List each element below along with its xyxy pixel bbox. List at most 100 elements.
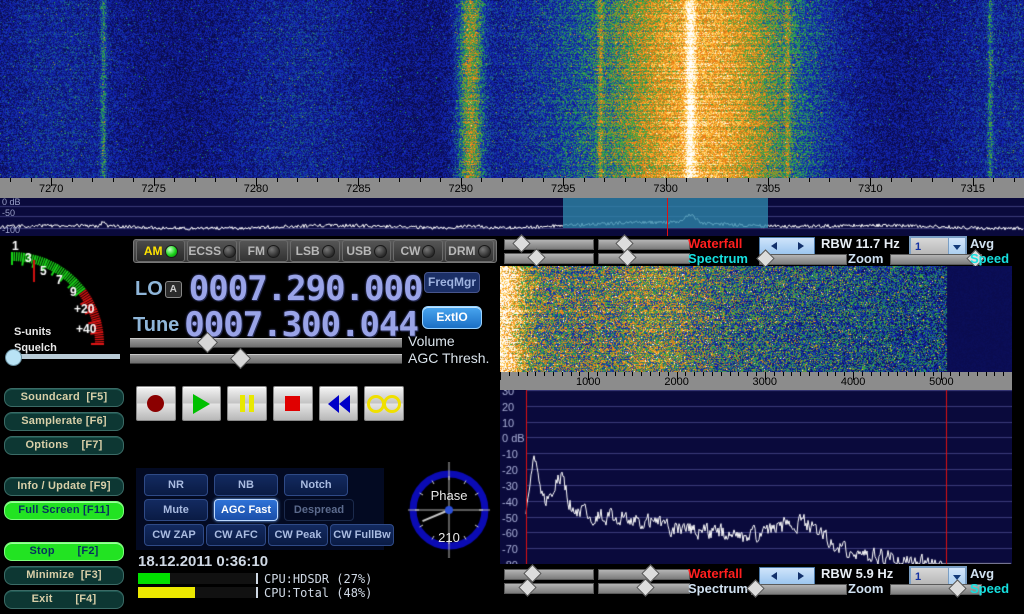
cpu-hdsdr-label: CPU:HDSDR (27%) <box>264 572 373 586</box>
squelch-slider-knob[interactable] <box>5 349 22 366</box>
audio-spectrum-contrast-slider[interactable] <box>504 578 594 597</box>
mode-label-ecss: ECSS <box>188 244 222 258</box>
passband-indicator[interactable] <box>563 198 768 228</box>
dsp-button-cw-peak[interactable]: CW Peak <box>268 524 328 546</box>
mode-led-drm <box>477 244 491 258</box>
audio-ruler-label: 4000 <box>840 376 866 388</box>
mode-button-fm[interactable]: FM <box>239 240 289 262</box>
waterfall-brightness-slider[interactable] <box>598 234 690 253</box>
stop-button[interactable] <box>273 386 313 421</box>
rf-rbw-label: RBW 11.7 Hz <box>821 236 900 251</box>
rf-db-label-top: 0 dB <box>2 198 21 207</box>
rf-avg-value: 1 <box>915 241 922 253</box>
squelch-slider[interactable] <box>5 349 120 366</box>
s-meter-caption-units: S-units <box>14 326 52 338</box>
spectrum-brightness-slider[interactable] <box>598 248 690 267</box>
audio-display-controls: Waterfall Spectrum RBW 5.9 Hz Zoom 1 Avg… <box>500 564 1024 598</box>
chevron-left-icon <box>770 572 777 580</box>
volume-slider[interactable] <box>130 331 402 354</box>
record-button[interactable] <box>136 386 176 421</box>
ruler-label: 7285 <box>346 183 371 195</box>
dsp-button-cw-fullbw[interactable]: CW FullBw <box>330 524 394 546</box>
mode-button-ecss[interactable]: ECSS <box>187 240 238 262</box>
chevron-right-icon <box>797 572 804 580</box>
sidebar-buttons: Soundcard [F5] Samplerate [F6] Options [… <box>2 388 124 614</box>
mode-button-am[interactable]: AM <box>136 240 186 262</box>
audio-spectrum-display[interactable] <box>500 390 1012 564</box>
audio-rbw-label: RBW 5.9 Hz <box>821 566 894 581</box>
loop-button[interactable] <box>364 386 405 421</box>
rf-frequency-ruler[interactable]: 7270 7275 7280 7285 7290 7295 7300 7305 7310 7315 <box>0 178 1024 198</box>
audio-waterfall-nav-buttons[interactable] <box>759 567 815 585</box>
sidebar-item-stop[interactable]: Stop [F2] <box>4 542 124 561</box>
sidebar-item-options[interactable]: Options [F7] <box>4 436 124 455</box>
lo-frequency-value[interactable]: 0007.290.000 <box>188 269 424 309</box>
dsp-button-despread[interactable]: Despread <box>284 499 354 521</box>
audio-speed-label: Speed <box>970 581 1010 596</box>
tune-frequency-value[interactable]: 0007.300.044 <box>184 305 419 345</box>
stop-icon <box>285 396 301 411</box>
audio-waterfall-display[interactable] <box>500 266 1012 372</box>
audio-ruler-label: 2000 <box>664 376 689 388</box>
dsp-button-cw-zap[interactable]: CW ZAP <box>144 524 204 546</box>
freq-manager-button[interactable]: FreqMgr <box>424 272 480 293</box>
sidebar-item-minimize[interactable]: Minimize [F3] <box>4 566 124 585</box>
sidebar-item-samplerate[interactable]: Samplerate [F6] <box>4 412 124 431</box>
rf-avg-select[interactable]: 1 <box>909 236 967 258</box>
phase-scope-value: 210 <box>438 530 460 545</box>
dsp-button-notch[interactable]: Notch <box>284 474 348 496</box>
audio-avg-value: 1 <box>915 571 922 583</box>
rf-waterfall-nav-buttons[interactable] <box>759 237 815 255</box>
mode-button-usb[interactable]: USB <box>341 240 392 262</box>
extio-button[interactable]: ExtIO <box>422 306 482 329</box>
vfo-a-badge[interactable]: A <box>164 280 182 298</box>
dsp-button-agc-fast[interactable]: AGC Fast <box>214 499 278 521</box>
audio-zoom-slider[interactable] <box>746 579 847 598</box>
dsp-button-nr[interactable]: NR <box>144 474 208 496</box>
rf-db-label-mid: -50 <box>2 208 16 218</box>
rf-avg-label: Avg <box>970 236 995 251</box>
sidebar-item-full-screen[interactable]: Full Screen [F11] <box>4 501 124 520</box>
dsp-button-mute[interactable]: Mute <box>144 499 208 521</box>
tune-frequency-row: Tune 0007.300.044 <box>133 305 419 345</box>
chevron-down-icon[interactable] <box>948 568 965 586</box>
audio-spectrum-brightness-slider[interactable] <box>598 578 690 597</box>
mode-button-lsb[interactable]: LSB <box>290 240 340 262</box>
waterfall-contrast-slider[interactable] <box>504 234 594 253</box>
s-meter: S-units Squelch <box>0 236 126 386</box>
spectrum-contrast-slider[interactable] <box>504 248 594 267</box>
rf-spectrum-display[interactable]: 0 dB -50 -100 <box>0 198 1024 236</box>
audio-frequency-ruler[interactable]: 1000 2000 3000 4000 5000 <box>500 372 1012 390</box>
audio-ruler-label: 5000 <box>929 376 954 388</box>
agc-threshold-slider[interactable] <box>130 347 402 370</box>
sidebar-item-info-update[interactable]: Info / Update [F9] <box>4 477 124 496</box>
rf-zoom-label: Zoom <box>848 251 884 266</box>
dsp-button-cw-afc[interactable]: CW AFC <box>206 524 266 546</box>
rf-speed-slider[interactable] <box>890 249 985 268</box>
rf-zoom-slider[interactable] <box>756 249 847 268</box>
audio-zoom-label: Zoom <box>848 581 884 596</box>
rf-speed-label: Speed <box>970 251 1010 266</box>
dsp-button-nb[interactable]: NB <box>214 474 278 496</box>
agc-threshold-label: AGC Thresh. <box>408 350 490 366</box>
rewind-button[interactable] <box>318 386 359 421</box>
pause-button[interactable] <box>227 386 268 421</box>
sidebar-item-soundcard[interactable]: Soundcard [F5] <box>4 388 124 407</box>
rf-display-controls: Waterfall Spectrum RBW 11.7 Hz Zoom 1 Av… <box>500 234 1024 268</box>
audio-speed-slider[interactable] <box>890 579 982 598</box>
mode-button-drm[interactable]: DRM <box>444 240 495 262</box>
audio-waterfall-contrast-slider[interactable] <box>504 564 594 583</box>
cpu-hdsdr-bar <box>138 573 258 584</box>
chevron-down-icon[interactable] <box>948 238 965 256</box>
datetime-display: 18.12.2011 0:36:10 <box>138 553 269 570</box>
rf-waterfall-display[interactable] <box>0 0 1024 178</box>
tune-marker[interactable] <box>666 198 668 236</box>
ruler-label: 7280 <box>243 183 269 195</box>
mode-led-cw <box>422 244 436 258</box>
mode-button-cw[interactable]: CW <box>393 240 443 262</box>
ruler-label: 7305 <box>755 183 781 195</box>
agc-threshold-slider-knob[interactable] <box>229 347 251 370</box>
loop-icon <box>367 394 402 413</box>
mode-led-am <box>164 244 178 258</box>
play-button[interactable] <box>181 386 222 421</box>
